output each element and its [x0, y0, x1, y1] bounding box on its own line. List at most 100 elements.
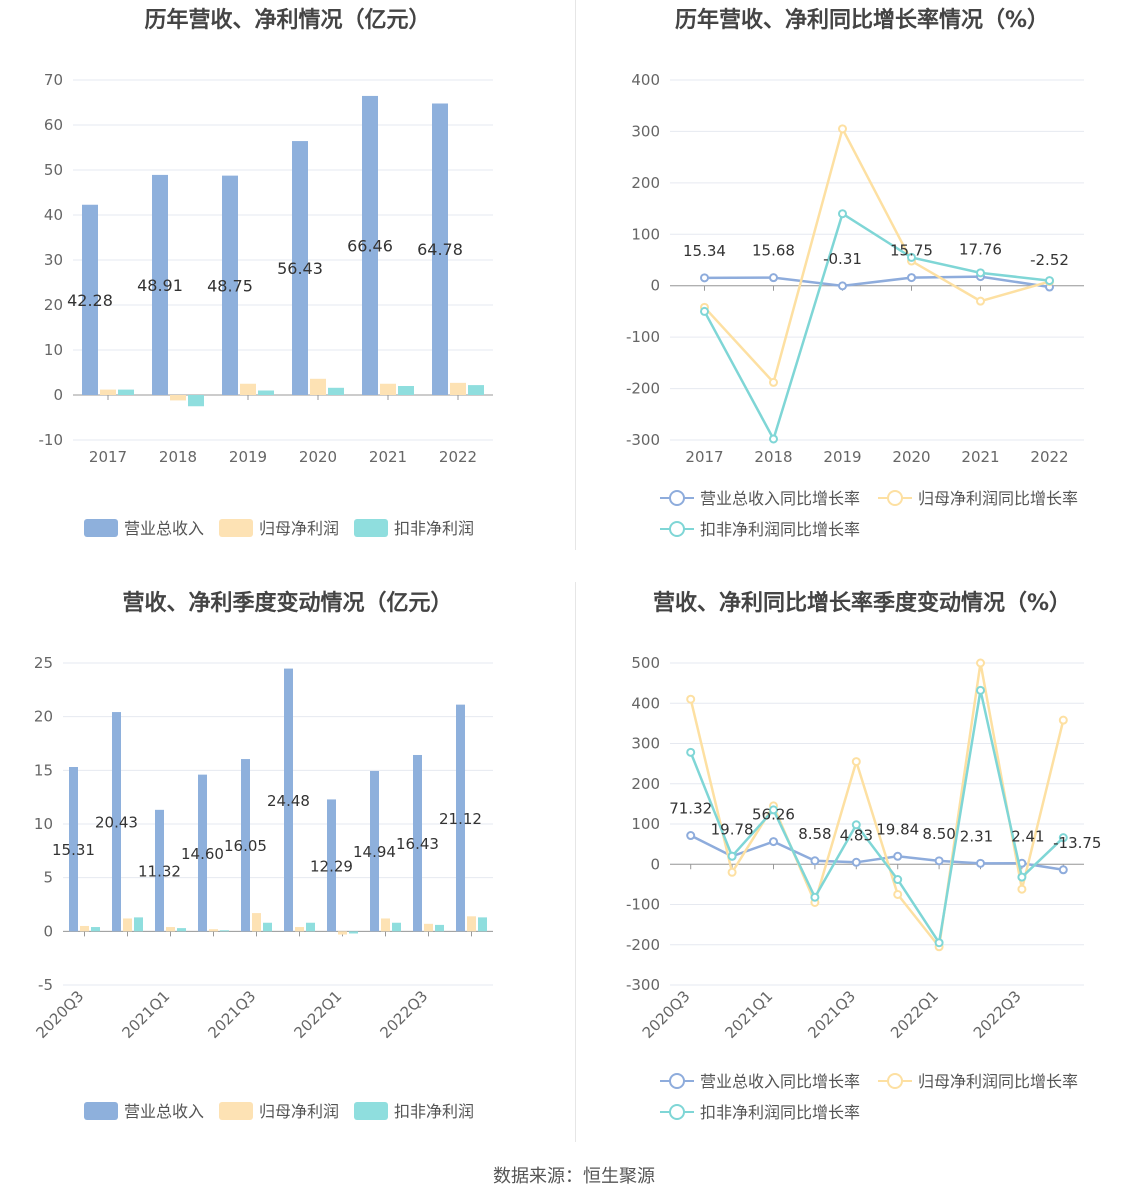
series-line — [703, 125, 1050, 385]
data-label: 16.05 — [224, 837, 267, 855]
data-point — [700, 306, 709, 316]
data-point — [893, 875, 903, 885]
data-point — [700, 273, 709, 283]
bar-revenue — [413, 754, 422, 932]
bar-deducted-profit — [435, 924, 444, 932]
quarterly-revenue-bar-chart: -5 0 5 10 15 20 25 2020Q3 2021Q1 2021Q3 2022Q1 2022… — [33, 654, 493, 1121]
legend-swatch-icon — [219, 519, 253, 537]
legend-swatch-icon — [354, 1102, 388, 1120]
y-tick-label: 5 — [43, 869, 53, 887]
data-point — [838, 281, 847, 291]
bar-parent-profit — [295, 927, 304, 932]
y-tick-label: 200 — [631, 775, 660, 793]
bar-revenue — [82, 204, 98, 395]
data-point — [851, 820, 861, 830]
bar-deducted-profit — [478, 917, 487, 932]
bar-revenue — [222, 175, 238, 395]
panel-quarterly-revenue: 营收、净利季度变动情况（亿元） -5 0 5 10 15 20 25 2020Q3 2021Q1… — [0, 583, 575, 1153]
bar-parent-profit — [380, 383, 396, 395]
data-label: 15.34 — [683, 242, 726, 260]
bar-revenue — [69, 767, 78, 932]
x-tick-label: 2021 — [961, 448, 999, 466]
bar-deducted-profit — [263, 922, 272, 932]
data-label: 15.68 — [752, 242, 795, 260]
panel-annual-revenue: 历年营收、净利情况（亿元） -10 0 10 20 30 40 50 60 70 2017 2018… — [0, 0, 575, 560]
y-tick-label: 25 — [34, 654, 53, 672]
y-tick-label: 20 — [44, 296, 63, 314]
bar-revenue — [198, 774, 207, 932]
data-label: 16.43 — [396, 835, 439, 853]
y-tick-label: -200 — [626, 936, 660, 954]
data-point — [810, 856, 820, 866]
legend-label: 营业总收入 — [124, 1102, 204, 1121]
bar-parent-profit — [338, 931, 347, 935]
chart-title: 历年营收、净利同比增长率情况（%） — [674, 8, 1050, 33]
data-point — [727, 867, 737, 877]
data-point — [727, 851, 737, 861]
data-label: -13.75 — [1053, 834, 1101, 852]
y-tick-label: -100 — [626, 328, 660, 346]
bar-revenue — [292, 141, 308, 395]
data-point — [893, 889, 903, 899]
legend-swatch-icon — [84, 519, 118, 537]
bar-parent-profit — [310, 378, 326, 395]
bar-deducted-profit — [177, 928, 186, 932]
x-tick-label: 2017 — [685, 448, 723, 466]
bar-parent-profit — [166, 927, 175, 932]
data-source-footer: 数据来源：恒生聚源 — [493, 1166, 655, 1187]
data-point — [907, 273, 916, 283]
x-tick-label: 2021Q3 — [205, 987, 260, 1042]
x-tick-label: 2020 — [299, 448, 337, 466]
legend-label: 扣非净利润同比增长率 — [700, 520, 860, 539]
panel-annual-growth: 历年营收、净利同比增长率情况（%） -300 -200 -100 0 100 200 300… — [576, 0, 1148, 560]
data-label: 71.32 — [669, 800, 712, 818]
data-point — [976, 685, 985, 695]
y-tick-label: 500 — [631, 654, 660, 672]
data-point — [851, 857, 861, 867]
bar-deducted-profit — [258, 390, 274, 395]
legend-marker-icon — [887, 1073, 903, 1089]
y-tick-label: 10 — [44, 341, 63, 359]
data-label: 24.48 — [267, 792, 310, 810]
chart-title: 营收、净利同比增长率季度变动情况（%） — [652, 591, 1072, 616]
bar-deducted-profit — [118, 389, 134, 395]
bar-revenue — [327, 799, 336, 932]
bar-parent-profit — [80, 925, 89, 932]
x-tick-label: 2021Q1 — [722, 987, 777, 1042]
data-label: 48.91 — [137, 276, 183, 295]
x-tick-label: 2022Q3 — [970, 987, 1025, 1042]
data-label: 17.76 — [959, 241, 1002, 259]
data-label: 56.43 — [277, 259, 323, 278]
data-point — [686, 747, 696, 757]
legend-swatch-icon — [354, 519, 388, 537]
y-tick-label: 200 — [631, 174, 660, 192]
quarterly-growth-line-chart: -300 -200 -100 0 100 200 300 400 500 2020Q3 2021Q1… — [626, 654, 1102, 1122]
y-tick-label: 300 — [631, 735, 660, 753]
data-label: 14.60 — [181, 845, 224, 863]
y-tick-label: 0 — [43, 922, 53, 940]
data-point — [934, 938, 944, 948]
legend-label: 归母净利润同比增长率 — [918, 1072, 1078, 1091]
y-tick-label: -10 — [39, 431, 64, 449]
bar-deducted-profit — [349, 931, 358, 934]
y-tick-label: 100 — [631, 815, 660, 833]
data-point — [1058, 865, 1068, 875]
data-point — [686, 694, 696, 704]
y-tick-label: 15 — [34, 761, 53, 779]
annual-growth-line-chart: -300 -200 -100 0 100 200 300 400 2017 2018 2019 202… — [626, 71, 1084, 539]
x-tick-label: 2020Q3 — [639, 987, 694, 1042]
bar-revenue — [370, 770, 379, 932]
y-tick-label: 100 — [631, 225, 660, 243]
data-label: 21.12 — [439, 810, 482, 828]
data-label: 66.46 — [347, 236, 393, 255]
data-point — [769, 805, 778, 815]
x-tick-label: 2022Q1 — [291, 987, 346, 1042]
data-label: -0.31 — [823, 250, 862, 268]
data-label: 2.41 — [1011, 827, 1044, 845]
bar-parent-profit — [381, 918, 390, 932]
legend-label: 扣非净利润 — [394, 1102, 474, 1121]
data-label: 19.78 — [711, 820, 754, 838]
bar-deducted-profit — [468, 385, 484, 395]
x-tick-label: 2019 — [823, 448, 861, 466]
data-label: 11.32 — [138, 863, 181, 881]
